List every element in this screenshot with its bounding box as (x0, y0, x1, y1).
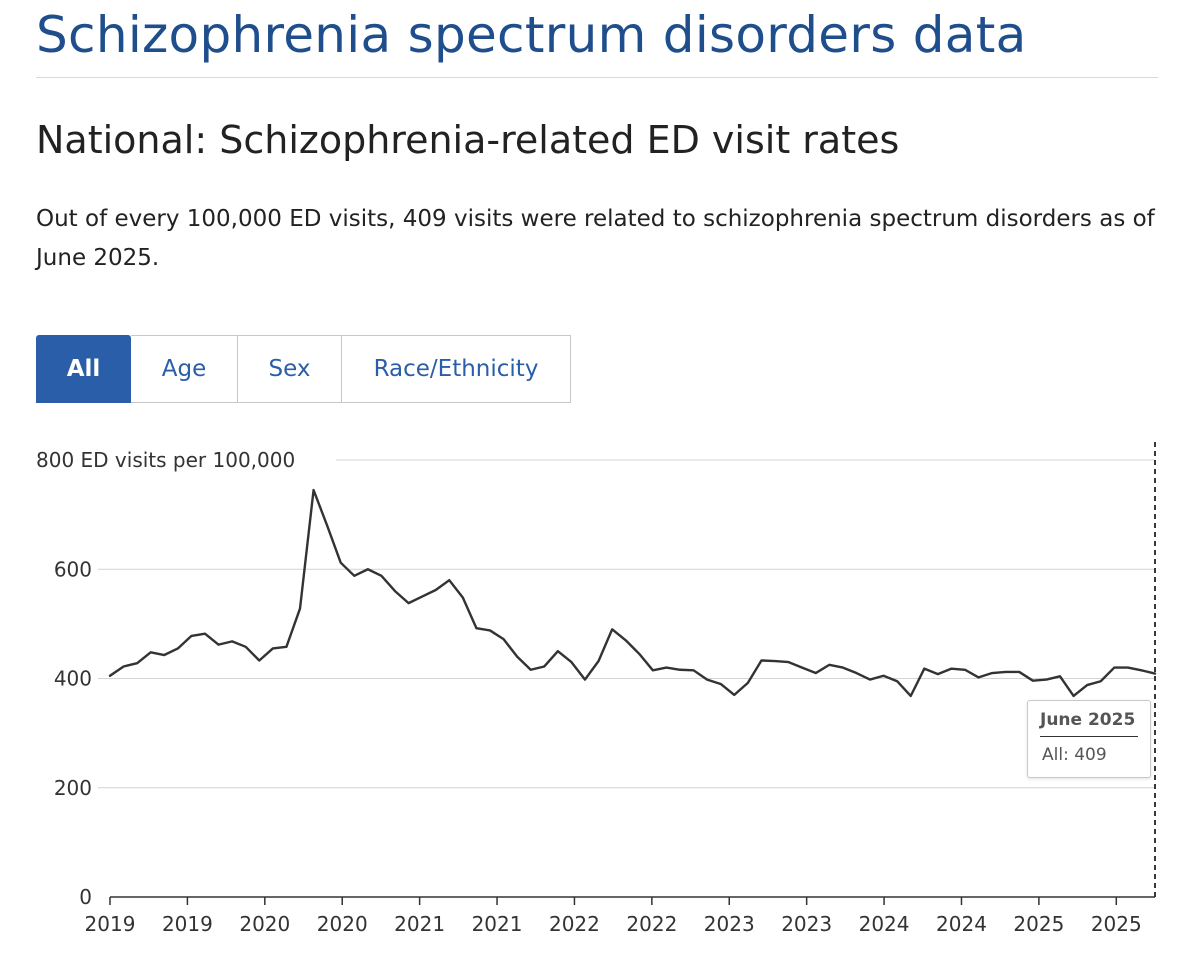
page-title: Schizophrenia spectrum disorders data (36, 6, 1027, 64)
y-tick-label-0: 0 (79, 885, 92, 909)
x-tick-label: 2025 (1013, 912, 1064, 936)
tab-race-ethnicity[interactable]: Race/Ethnicity (342, 335, 571, 403)
tab-age[interactable]: Age (131, 335, 238, 403)
x-tick-label: 2022 (626, 912, 677, 936)
x-tick-label: 2023 (781, 912, 832, 936)
x-tick-label: 2023 (704, 912, 755, 936)
x-tick-label: 2019 (85, 912, 136, 936)
x-tick-label: 2022 (549, 912, 600, 936)
y-tick-label-600: 600 (54, 557, 92, 581)
x-tick-label: 2019 (162, 912, 213, 936)
summary-text: Out of every 100,000 ED visits, 409 visi… (36, 206, 1155, 271)
x-axis: 2019 2019 2020 2020 2021 2021 2022 2022 2023 2023… (85, 896, 1155, 936)
x-tick-label: 2020 (239, 912, 290, 936)
series-line-all[interactable] (108, 488, 1157, 698)
tab-sex[interactable]: Sex (238, 335, 342, 403)
line-chart[interactable]: 0 200 400 600 800 ED visits per 100,000 2019… (0, 420, 1200, 969)
x-tick-label: 2021 (472, 912, 523, 936)
series-all (108, 488, 1157, 698)
tooltip-divider (1040, 736, 1138, 737)
y-axis-labels: 0 200 400 600 800 ED visits per 100,000 (36, 448, 295, 909)
y-tick-label-800: 800 ED visits per 100,000 (36, 448, 295, 472)
gridlines (98, 459, 1155, 789)
chart-tooltip: June 2025 All: 409 (1027, 700, 1151, 778)
chart-tabs: All Age Sex Race/Ethnicity (36, 335, 571, 403)
x-tick-label: 2024 (936, 912, 987, 936)
x-tick-label: 2024 (859, 912, 910, 936)
tooltip-date: June 2025 (1040, 710, 1136, 730)
x-tick-label: 2021 (394, 912, 445, 936)
x-tick-label: 2020 (317, 912, 368, 936)
x-tick-label: 2025 (1091, 912, 1142, 936)
tooltip-value: All: 409 (1042, 745, 1107, 765)
tab-all[interactable]: All (36, 335, 131, 403)
y-tick-label-200: 200 (54, 776, 92, 800)
y-tick-label-400: 400 (54, 667, 92, 691)
section-title: National: Schizophrenia-related ED visit… (36, 118, 900, 162)
title-divider (36, 77, 1158, 78)
